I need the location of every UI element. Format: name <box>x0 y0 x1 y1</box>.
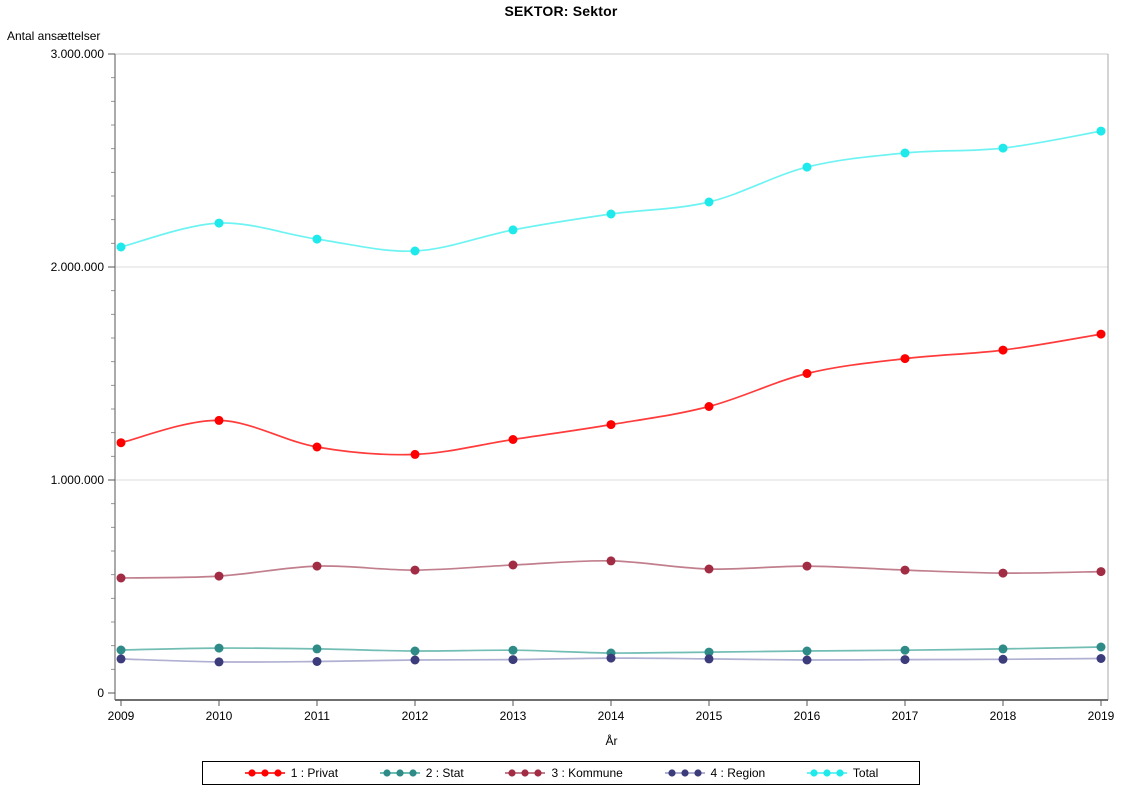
data-point <box>900 148 910 158</box>
x-tick-label: 2011 <box>304 709 330 723</box>
data-point <box>704 402 714 411</box>
data-point <box>508 655 518 665</box>
series-line-5 <box>120 130 1102 253</box>
data-point <box>410 449 420 459</box>
data-point <box>508 435 518 444</box>
data-point <box>900 354 910 364</box>
data-point <box>508 645 518 655</box>
data-point <box>998 654 1008 664</box>
legend-item-5: Total <box>806 766 878 780</box>
data-point <box>704 197 714 207</box>
y-tick-label: 1.000.000 <box>51 473 105 487</box>
x-tick-label: 2012 <box>402 709 429 723</box>
data-point <box>312 644 322 654</box>
data-point <box>802 561 812 571</box>
data-point <box>410 655 420 665</box>
data-point <box>214 218 224 228</box>
data-point <box>1096 329 1106 339</box>
data-point <box>214 571 224 581</box>
legend-label: Total <box>852 766 879 780</box>
legend-series-marker-icon <box>806 769 847 777</box>
data-point <box>116 654 126 664</box>
y-tick-label: 2.000.000 <box>51 260 105 274</box>
data-point <box>410 246 420 256</box>
y-tick-label: 3.000.000 <box>51 47 105 61</box>
data-point <box>312 442 322 452</box>
data-point <box>998 143 1008 153</box>
data-point <box>410 646 420 656</box>
legend-series-marker-icon <box>505 769 546 777</box>
legend-label: 4 : Region <box>710 766 766 780</box>
legend-series-marker-icon <box>664 769 705 777</box>
x-tick-label: 2014 <box>598 709 625 723</box>
data-point <box>998 345 1008 355</box>
legend-item-1: 1 : Privat <box>244 766 338 780</box>
data-point <box>704 564 714 574</box>
data-point <box>508 225 518 235</box>
x-tick-label: 2015 <box>696 709 723 723</box>
legend-item-3: 3 : Kommune <box>504 766 623 780</box>
data-point <box>802 646 812 656</box>
data-point <box>214 415 224 425</box>
data-point <box>606 556 616 566</box>
series-line-1 <box>120 333 1102 456</box>
data-point <box>1096 126 1106 136</box>
x-tick-label: 2013 <box>500 709 527 723</box>
data-point <box>802 655 812 665</box>
chart-title: SEKTOR: Sektor <box>504 3 618 19</box>
legend: 1 : Privat 2 : Stat 3 : Kommune 4 : Region T… <box>202 761 920 785</box>
data-point <box>312 561 322 571</box>
data-point <box>116 242 126 252</box>
y-axis-title: Antal ansættelser <box>7 29 101 43</box>
data-point <box>606 420 616 430</box>
data-point <box>998 644 1008 654</box>
data-point <box>312 657 322 666</box>
legend-label: 2 : Stat <box>425 766 464 780</box>
data-point <box>900 565 910 575</box>
data-point <box>214 643 224 653</box>
data-point <box>116 573 126 583</box>
legend-label: 3 : Kommune <box>551 766 623 780</box>
data-point <box>606 653 616 663</box>
data-point <box>1096 567 1106 577</box>
data-point <box>900 655 910 665</box>
legend-item-4: 4 : Region <box>664 766 766 780</box>
data-point <box>998 568 1008 578</box>
data-point <box>312 234 322 244</box>
data-point <box>116 645 126 655</box>
data-point <box>900 645 910 655</box>
data-point <box>704 647 714 657</box>
x-tick-label: 2009 <box>108 709 135 723</box>
x-tick-label: 2016 <box>794 709 821 723</box>
y-tick-label: 0 <box>97 686 104 700</box>
data-point <box>1096 642 1106 652</box>
data-point <box>214 657 224 667</box>
x-axis-title: År <box>605 734 618 748</box>
legend-item-2: 2 : Stat <box>379 766 464 780</box>
data-point <box>802 162 812 172</box>
data-point <box>704 654 714 664</box>
data-point <box>802 369 812 378</box>
data-point <box>410 565 420 575</box>
data-point <box>116 438 126 448</box>
data-point <box>606 209 616 219</box>
legend-series-marker-icon <box>244 769 285 777</box>
data-point <box>508 560 518 570</box>
x-tick-label: 2017 <box>892 709 919 723</box>
x-tick-label: 2019 <box>1088 709 1115 723</box>
legend-series-marker-icon <box>379 769 420 777</box>
x-tick-label: 2018 <box>990 709 1017 723</box>
data-point <box>1096 654 1106 663</box>
legend-items: 1 : Privat 2 : Stat 3 : Kommune 4 : Region T… <box>203 766 919 780</box>
x-tick-label: 2010 <box>206 709 233 723</box>
legend-label: 1 : Privat <box>290 766 339 780</box>
